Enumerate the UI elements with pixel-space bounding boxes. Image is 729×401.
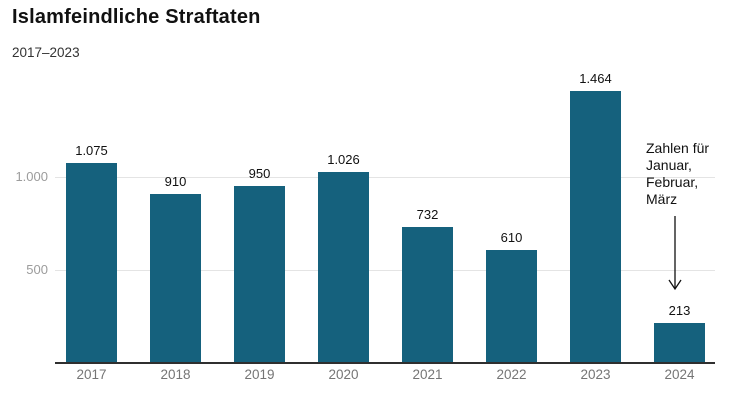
bar	[66, 163, 117, 363]
bar-value-label: 910	[164, 173, 187, 189]
x-axis-label: 2018	[160, 367, 191, 382]
y-axis-label: 1.000	[15, 169, 48, 184]
bar	[654, 323, 705, 363]
y-axis-label: 500	[26, 262, 48, 277]
bar-value-label: 1.464	[579, 70, 612, 86]
x-axis-label: 2021	[412, 367, 443, 382]
x-axis-label: 2019	[244, 367, 275, 382]
bar	[150, 193, 201, 363]
bar	[234, 186, 285, 363]
annotation-2024: Zahlen für Januar, Februar, März	[646, 140, 710, 207]
x-axis-label: 2024	[664, 367, 695, 382]
x-axis-label: 2023	[580, 367, 611, 382]
bar	[402, 226, 453, 363]
bar	[570, 90, 621, 363]
bar	[318, 172, 369, 363]
chart-subtitle: 2017–2023	[12, 45, 80, 60]
x-axis-label: 2022	[496, 367, 527, 382]
x-axis-label: 2020	[328, 367, 359, 382]
bar-value-label: 610	[500, 229, 523, 245]
x-axis-line	[55, 362, 715, 364]
gridline	[55, 270, 715, 271]
bar-value-label: 1.075	[75, 143, 108, 159]
down-arrow-icon	[668, 216, 682, 291]
gridline	[55, 177, 715, 178]
chart-title: Islamfeindliche Straftaten	[12, 6, 261, 28]
bar-value-label: 732	[416, 206, 439, 222]
x-axis-label: 2017	[76, 367, 107, 382]
bar	[486, 249, 537, 363]
bar-value-label: 950	[248, 166, 271, 182]
bar-value-label: 213	[668, 303, 691, 319]
bar-value-label: 1.026	[327, 152, 360, 168]
